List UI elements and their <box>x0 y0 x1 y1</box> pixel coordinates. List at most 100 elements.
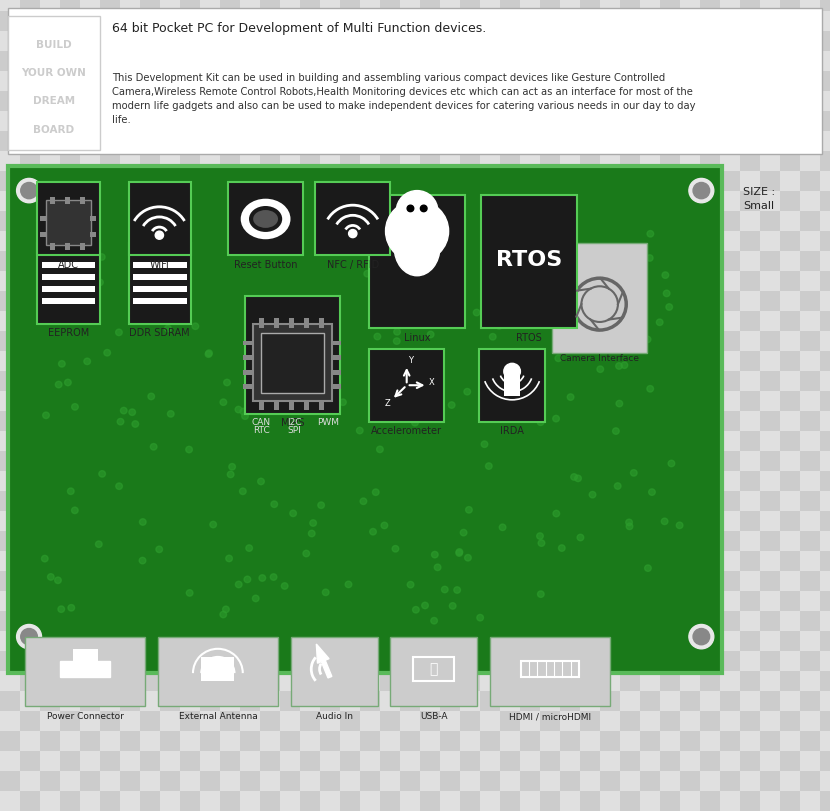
Bar <box>340 171 360 191</box>
Bar <box>460 91 480 111</box>
Bar <box>420 411 440 431</box>
Bar <box>20 591 40 611</box>
Bar <box>380 11 400 31</box>
Bar <box>560 71 580 91</box>
Bar <box>140 51 160 71</box>
Bar <box>640 591 660 611</box>
Circle shape <box>356 427 363 434</box>
Circle shape <box>55 227 61 234</box>
Bar <box>200 511 220 531</box>
Bar <box>20 11 40 31</box>
Bar <box>0 631 20 651</box>
Bar <box>160 391 180 411</box>
Bar <box>660 471 680 491</box>
Bar <box>580 531 600 551</box>
Bar <box>80 171 100 191</box>
Bar <box>340 371 360 391</box>
Bar <box>600 571 620 591</box>
Bar <box>660 771 680 791</box>
Bar <box>260 711 280 731</box>
Bar <box>100 571 120 591</box>
Bar <box>100 531 120 551</box>
Bar <box>700 771 720 791</box>
Bar <box>200 271 220 291</box>
Bar <box>740 551 760 571</box>
Bar <box>460 651 480 671</box>
Bar <box>600 71 620 91</box>
Bar <box>600 791 620 811</box>
Bar <box>480 451 500 471</box>
Bar <box>620 611 640 631</box>
Bar <box>340 11 360 31</box>
Bar <box>400 71 420 91</box>
Bar <box>820 191 830 211</box>
Bar <box>80 131 100 151</box>
Bar <box>300 111 320 131</box>
Bar <box>360 151 380 171</box>
Bar <box>620 171 640 191</box>
Bar <box>300 591 320 611</box>
Bar <box>300 331 320 351</box>
Bar <box>200 231 220 251</box>
Bar <box>820 91 830 111</box>
Bar <box>560 291 580 311</box>
Bar <box>600 11 620 31</box>
Bar <box>520 511 540 531</box>
Bar <box>160 291 180 311</box>
Bar <box>300 91 320 111</box>
Circle shape <box>662 272 669 278</box>
Bar <box>60 591 80 611</box>
Bar <box>40 11 60 31</box>
Bar <box>140 211 160 231</box>
Bar <box>360 271 380 291</box>
Bar <box>420 571 440 591</box>
Bar <box>300 391 320 411</box>
Bar <box>300 671 320 691</box>
Bar <box>240 511 260 531</box>
Bar <box>340 391 360 411</box>
Bar <box>320 451 340 471</box>
Bar <box>340 71 360 91</box>
Circle shape <box>420 205 427 212</box>
Bar <box>481 195 577 328</box>
Bar <box>420 591 440 611</box>
Bar <box>100 791 120 811</box>
Bar <box>240 471 260 491</box>
Bar <box>520 671 540 691</box>
Bar <box>140 271 160 291</box>
Bar <box>780 491 800 511</box>
Circle shape <box>616 363 622 369</box>
Bar <box>300 571 320 591</box>
Bar <box>700 391 720 411</box>
Bar <box>220 0 240 11</box>
Bar <box>280 191 300 211</box>
Bar <box>340 571 360 591</box>
Bar <box>800 271 820 291</box>
Bar <box>260 471 280 491</box>
Bar <box>820 711 830 731</box>
Bar <box>320 251 340 271</box>
Circle shape <box>577 534 583 541</box>
Bar <box>500 371 520 391</box>
Bar <box>380 451 400 471</box>
Bar <box>480 131 500 151</box>
Bar <box>60 0 80 11</box>
Circle shape <box>537 419 544 426</box>
Bar <box>760 491 780 511</box>
Bar <box>220 391 240 411</box>
Bar <box>640 31 660 51</box>
Bar <box>820 391 830 411</box>
Bar <box>220 31 240 51</box>
Bar <box>40 731 60 751</box>
Bar <box>540 311 560 331</box>
Bar <box>720 111 740 131</box>
Circle shape <box>81 233 87 239</box>
Bar <box>700 191 720 211</box>
Bar <box>280 671 300 691</box>
Bar <box>620 31 640 51</box>
Bar <box>560 531 580 551</box>
Bar <box>280 391 300 411</box>
Bar <box>820 651 830 671</box>
Circle shape <box>396 191 438 231</box>
Bar <box>320 731 340 751</box>
